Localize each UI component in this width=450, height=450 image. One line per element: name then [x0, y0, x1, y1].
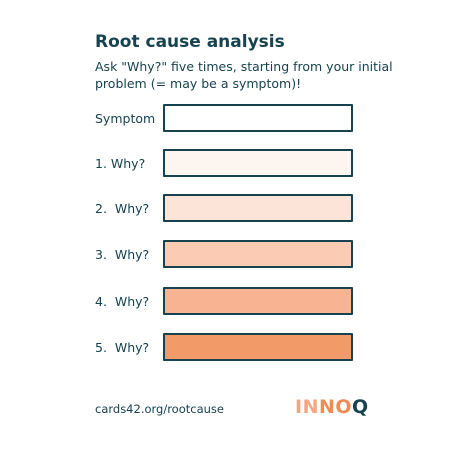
- cards42-link[interactable]: cards42.org/rootcause: [95, 402, 224, 416]
- why-row-1: 1. Why?: [95, 149, 355, 179]
- innoq-logo: INNOQ: [295, 396, 369, 418]
- why-field-5[interactable]: [163, 333, 353, 361]
- page-title: Root cause analysis: [95, 32, 285, 52]
- why-row-2: 2. Why?: [95, 194, 355, 224]
- why-row-5: 5. Why?: [95, 333, 355, 363]
- logo-part-3: Q: [352, 396, 369, 418]
- why-label-5: 5. Why?: [95, 340, 150, 355]
- why-row-3: 3. Why?: [95, 240, 355, 270]
- logo-part-1: IN: [295, 396, 319, 418]
- instructions: Ask "Why?" five times, starting from you…: [95, 59, 393, 91]
- why-field-1[interactable]: [163, 149, 353, 177]
- why-field-4[interactable]: [163, 287, 353, 315]
- why-label-4: 4. Why?: [95, 294, 150, 309]
- why-field-2[interactable]: [163, 194, 353, 222]
- symptom-label: Symptom: [95, 111, 156, 126]
- why-label-3: 3. Why?: [95, 247, 150, 262]
- logo-part-2: NO: [318, 396, 353, 418]
- why-row-4: 4. Why?: [95, 287, 355, 317]
- symptom-row: Symptom: [95, 104, 355, 134]
- why-field-3[interactable]: [163, 240, 353, 268]
- why-label-2: 2. Why?: [95, 201, 150, 216]
- symptom-field[interactable]: [163, 104, 353, 132]
- why-label-1: 1. Why?: [95, 156, 146, 171]
